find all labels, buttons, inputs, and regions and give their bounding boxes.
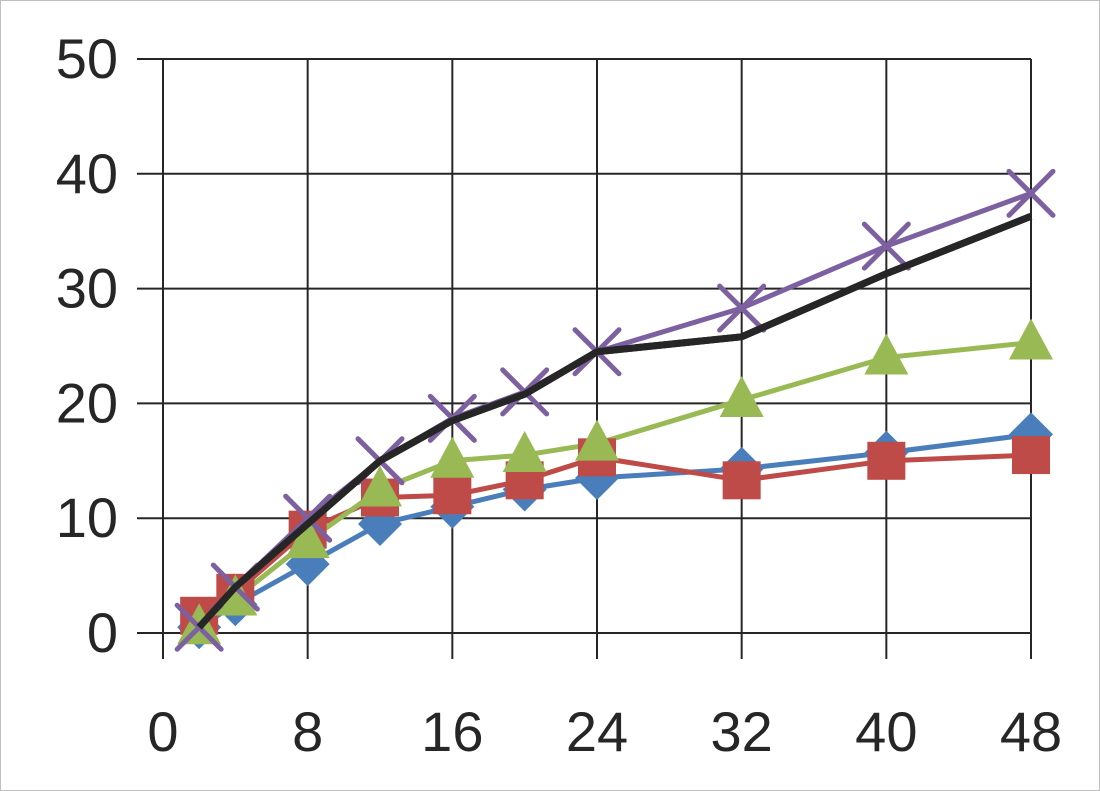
series-4-point	[717, 283, 767, 333]
series-2-point	[722, 461, 761, 500]
series-2-point	[867, 441, 906, 480]
y-tick-label: 30	[56, 257, 118, 320]
series-3-point	[575, 419, 619, 461]
series-2-point	[433, 476, 472, 515]
series-4-point	[1006, 168, 1056, 218]
series-3-point	[1009, 318, 1053, 360]
x-tick-label: 0	[147, 700, 178, 763]
series-3-point	[285, 517, 330, 559]
series-2-point	[1012, 436, 1050, 475]
x-tick-label: 32	[711, 700, 773, 763]
series-2-line	[197, 452, 1032, 618]
x-tick-label: 8	[292, 700, 323, 763]
series-5-line-overlay	[196, 213, 1033, 630]
series-1-line	[197, 431, 1032, 630]
y-tick-label: 40	[56, 142, 118, 205]
y-tick-label: 10	[56, 486, 118, 549]
series-3-point	[358, 465, 402, 507]
series-3-point	[430, 436, 475, 478]
y-tick-label: 50	[56, 27, 118, 90]
series-3-line	[197, 340, 1032, 630]
series-3-point	[719, 375, 764, 417]
y-tick-label: 20	[56, 371, 118, 434]
x-tick-label: 16	[421, 700, 483, 763]
x-tick-label: 48	[1000, 700, 1062, 763]
x-tick-label: 40	[855, 700, 917, 763]
series-4-point	[861, 221, 911, 271]
x-tick-label: 24	[566, 700, 628, 763]
series-3-point	[213, 574, 258, 616]
series-3-point	[502, 431, 547, 473]
y-tick-label: 0	[87, 601, 118, 664]
series-3-point	[864, 333, 909, 375]
